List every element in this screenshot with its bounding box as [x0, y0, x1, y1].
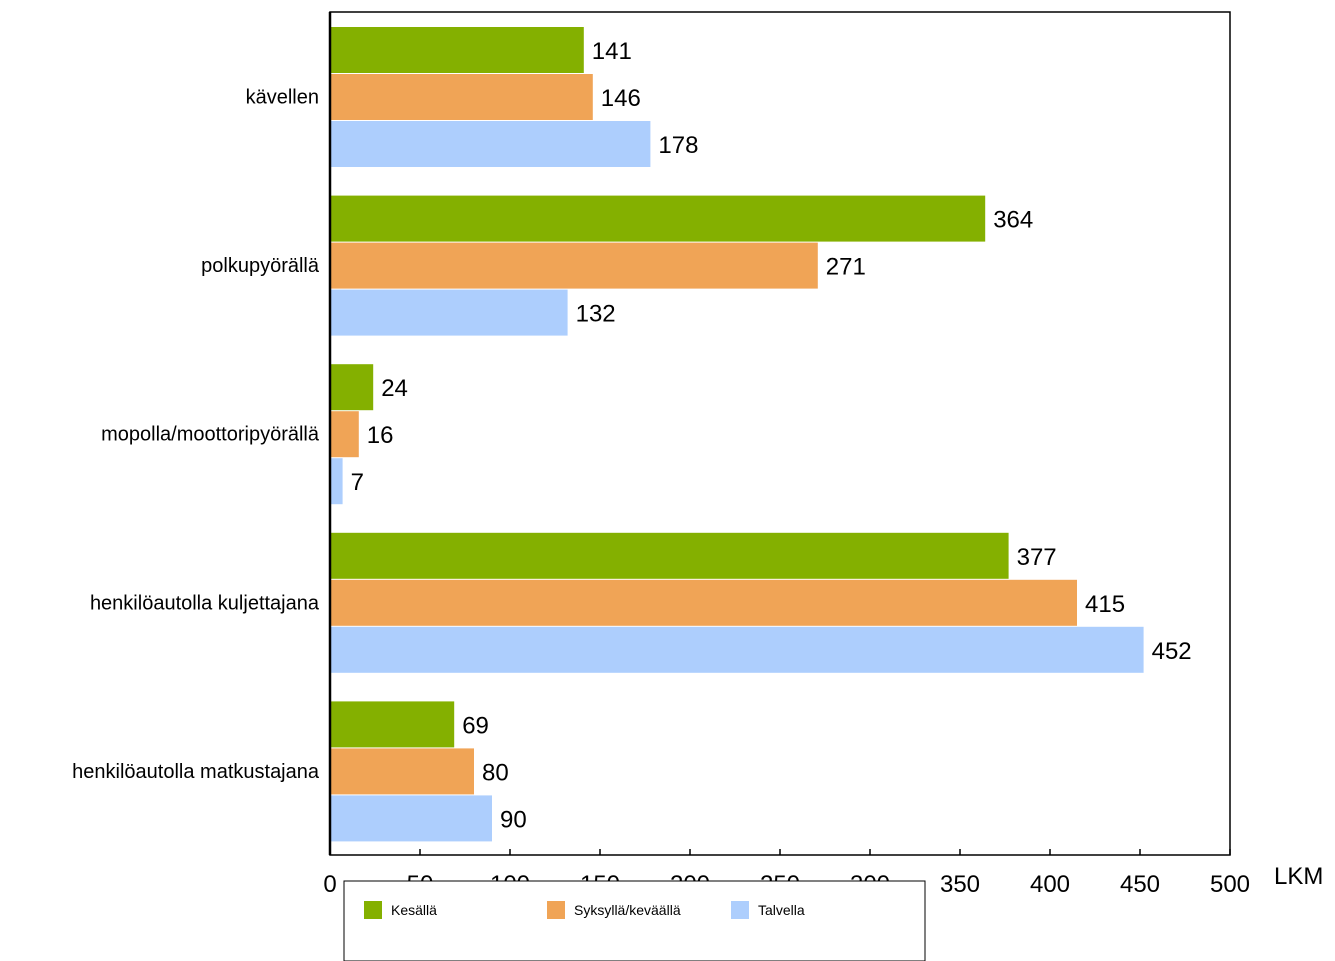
category-label: mopolla/moottoripyörällä [101, 424, 320, 446]
bar-value-label: 132 [576, 301, 616, 328]
category-label: henkilöautolla kuljettajana [90, 592, 320, 614]
category-label: kävellen [246, 87, 319, 109]
bar [330, 532, 1009, 579]
bar [330, 748, 474, 795]
bar-value-label: 415 [1085, 591, 1125, 618]
x-axis-unit-label: LKM [1274, 863, 1323, 890]
bar-value-label: 16 [367, 422, 394, 449]
legend-swatch [547, 901, 565, 919]
bar-value-label: 24 [381, 375, 408, 402]
category-label: polkupyörällä [201, 255, 320, 277]
bar [330, 626, 1144, 673]
bar-value-label: 141 [592, 38, 632, 65]
x-tick-label: 400 [1030, 871, 1070, 898]
legend-label: Talvella [758, 902, 805, 918]
bar [330, 195, 986, 242]
bar-value-label: 271 [826, 254, 866, 281]
bars-layer [330, 27, 1144, 842]
bar [330, 701, 455, 748]
bar-value-label: 452 [1152, 638, 1192, 665]
legend: Kesällä Syksyllä/keväällä Talvella [343, 880, 926, 961]
bar-value-label: 377 [1017, 544, 1057, 571]
bar [330, 364, 374, 411]
bar [330, 289, 568, 336]
bar [330, 579, 1077, 626]
bar [330, 242, 818, 289]
bar-value-label: 7 [351, 469, 364, 496]
x-tick-label: 450 [1120, 871, 1160, 898]
category-label: henkilöautolla matkustajana [72, 761, 320, 783]
bar-value-label: 80 [482, 759, 509, 786]
bar [330, 458, 343, 505]
value-labels-layer: 141 146 178 364 271 132 24 167 377 415 452 69 80 90 [351, 38, 1192, 833]
bar [330, 411, 359, 458]
bar [330, 795, 492, 842]
bar [330, 121, 651, 167]
category-labels-layer: kävellen polkupyörällä mopolla/moottoripyö… [72, 87, 320, 783]
legend-swatch [364, 901, 382, 919]
bar-value-label: 146 [601, 85, 641, 112]
legend-label: Syksyllä/keväällä [574, 902, 681, 918]
x-tick-label: 500 [1210, 871, 1250, 898]
bar-value-label: 364 [993, 207, 1033, 234]
x-tick-label: 0 [323, 871, 336, 898]
bar-value-label: 90 [500, 806, 527, 833]
legend-swatch [731, 901, 749, 919]
bar [330, 74, 593, 120]
bar-value-label: 69 [462, 712, 489, 739]
x-tick-label: 350 [940, 871, 980, 898]
legend-label: Kesällä [391, 902, 437, 918]
bar [330, 27, 584, 73]
legend-box [343, 880, 926, 961]
bar-value-label: 178 [658, 132, 698, 159]
